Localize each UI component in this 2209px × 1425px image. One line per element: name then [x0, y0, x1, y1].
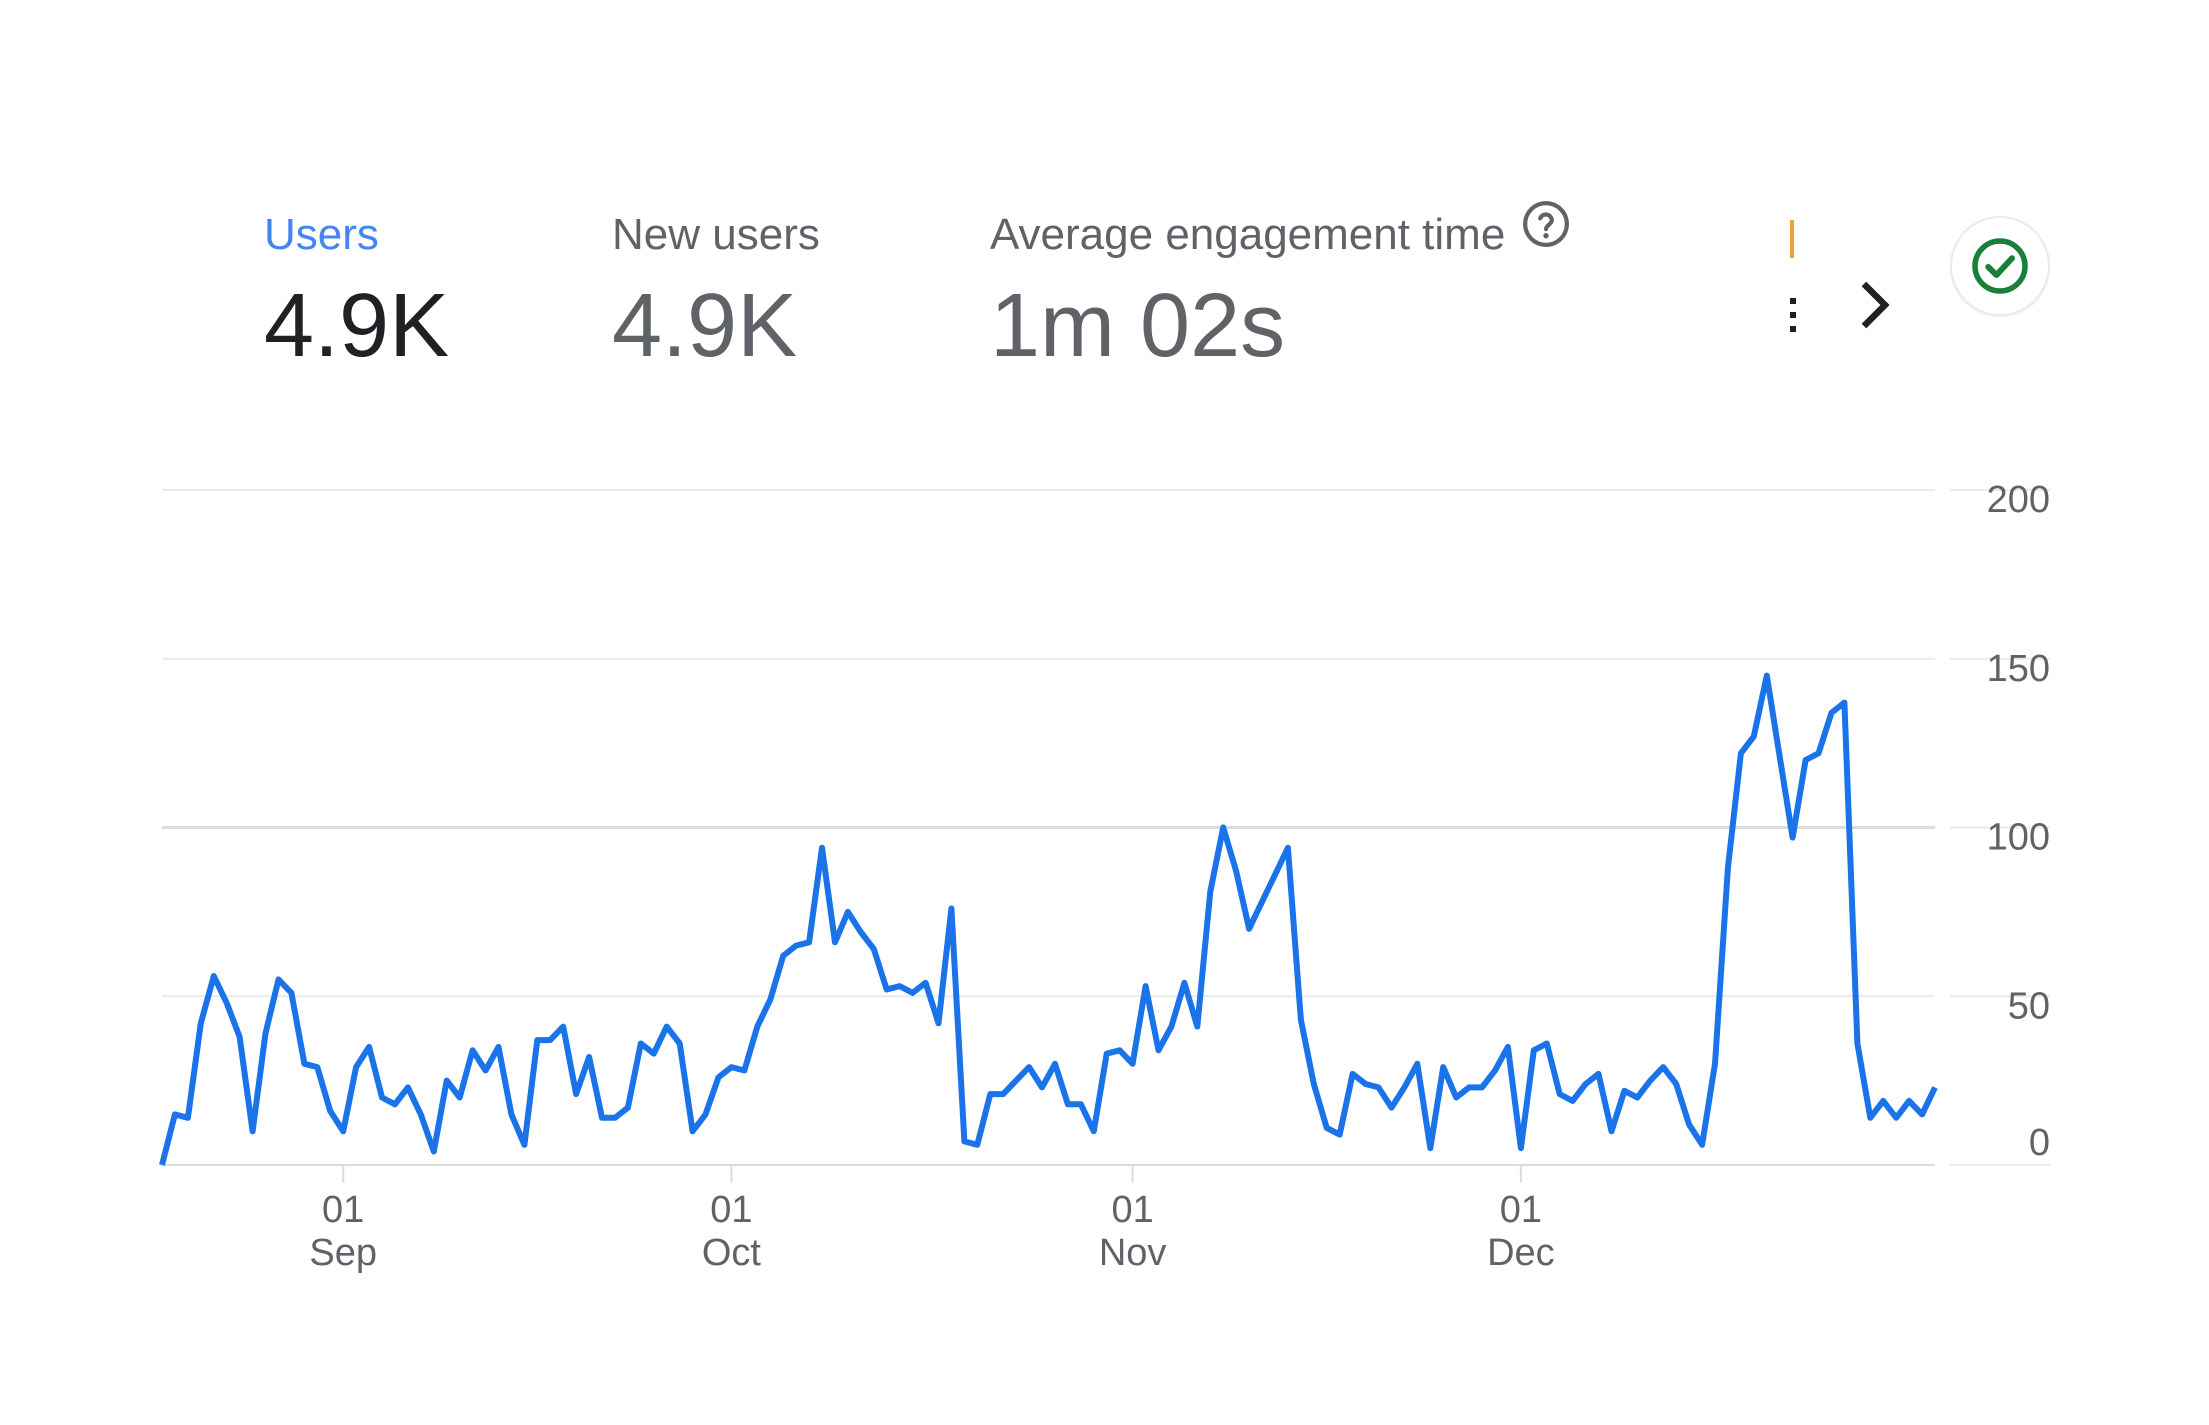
metric-label-row: Average engagement time	[990, 201, 1571, 265]
metric-label: New users	[612, 210, 820, 259]
metric-tab-users[interactable]: Users 4.9K	[264, 205, 449, 381]
x-tick-month-label: Sep	[309, 1232, 377, 1274]
x-tick-day-label: 01	[322, 1189, 364, 1231]
x-tick-month-label: Dec	[1487, 1232, 1555, 1274]
y-tick-label: 200	[1987, 479, 2050, 521]
y-tick-label: 100	[1987, 817, 2050, 859]
help-circle-icon[interactable]	[1521, 199, 1571, 265]
x-tick-day-label: 01	[1111, 1189, 1153, 1231]
users-series-line	[159, 672, 1938, 1166]
metric-value: 1m 02s	[990, 276, 1286, 377]
metric-tab-new-users[interactable]: New users 4.9K	[612, 205, 820, 381]
metric-label: Average engagement time	[990, 210, 1506, 259]
x-tick-month-label: Nov	[1099, 1232, 1167, 1274]
metric-label: Users	[264, 210, 379, 259]
metric-value: 4.9K	[264, 276, 450, 376]
check-circle-icon[interactable]	[1952, 218, 2048, 314]
y-tick-label: 150	[1987, 648, 2050, 690]
metric-tab-partial[interactable]	[1788, 210, 1806, 350]
chevron-right-icon[interactable]	[1845, 275, 1905, 335]
metric-value: 4.9K	[612, 276, 798, 376]
x-tick-day-label: 01	[1500, 1189, 1542, 1231]
metric-tab-average-engagement-time[interactable]: Average engagement time 1m 02s	[990, 201, 1571, 381]
y-tick-label: 50	[2008, 985, 2050, 1027]
y-tick-label: 0	[2029, 1122, 2050, 1164]
x-tick-month-label: Oct	[702, 1232, 762, 1274]
x-tick-day-label: 01	[710, 1189, 752, 1231]
